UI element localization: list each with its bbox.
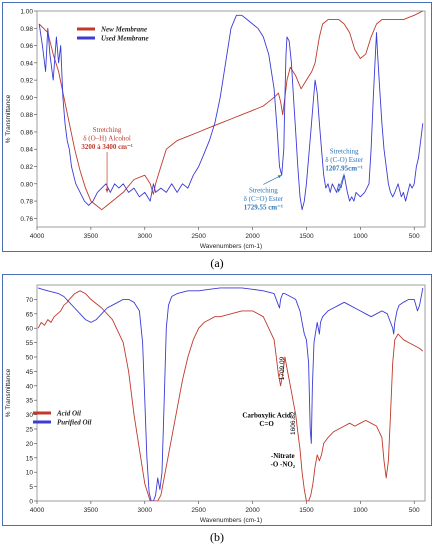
legend-entry: Acid Oil <box>56 410 81 418</box>
x-tick-label: 3500 <box>84 507 99 514</box>
x-tick-label: 1000 <box>353 233 368 240</box>
annotation-text: 1207.95cm⁻¹ <box>325 165 362 173</box>
y-axis-label: % Transmittance <box>5 368 12 417</box>
y-tick-label: 0.80 <box>20 181 33 188</box>
legend-entry: Purified Oil <box>57 419 91 427</box>
y-tick-label: 1.00 <box>20 9 33 16</box>
y-tick-label: 10 <box>26 470 34 477</box>
y-tick-label: 55 <box>26 340 34 347</box>
y-tick-label: 25 <box>26 427 34 434</box>
annotation-text: δ (C-O) Ester <box>325 156 364 164</box>
y-tick-label: 60 <box>26 326 34 333</box>
series-line-used-membrane <box>38 14 424 211</box>
y-tick-label: 0.88 <box>20 112 33 119</box>
y-tick-label: 0.84 <box>20 147 33 154</box>
annotation-text: C=O <box>259 420 274 428</box>
y-tick-label: 0.98 <box>20 26 33 33</box>
y-tick-label: 15 <box>26 455 34 462</box>
y-tick-label: 20 <box>26 441 34 448</box>
y-tick-label: 45 <box>26 369 34 376</box>
series-line-acid-oil <box>37 290 424 501</box>
x-tick-label: 4000 <box>30 507 45 514</box>
annotation-text: Stretching <box>249 186 278 194</box>
annotation-text: 3200 à 3400 cm⁻¹ <box>81 143 132 151</box>
caption-a: (a) <box>210 256 224 270</box>
x-tick-label: 2500 <box>191 233 206 240</box>
annotation-text: δ (O–H) Alcohol <box>83 134 131 142</box>
y-tick-label: 0.86 <box>20 129 33 136</box>
y-tick-label: 30 <box>26 412 34 419</box>
y-tick-label: 35 <box>26 398 34 405</box>
y-tick-label: 0 <box>29 499 33 506</box>
y-axis-label: % Transmittance <box>5 94 12 143</box>
y-tick-label: 0.92 <box>20 78 33 85</box>
y-tick-label: 40 <box>26 383 34 390</box>
x-tick-label: 2000 <box>245 507 260 514</box>
x-tick-label: 3000 <box>138 233 153 240</box>
chart-panel-b: 0 5 10 15 20 25 30 35 40 45 50 55 60 65 70 4000 3500 3000… <box>2 274 432 526</box>
annotation-text: Stretching <box>330 148 359 156</box>
annotation-arrowhead <box>277 175 282 179</box>
chart-panel-a: 0.76 0.78 0.80 0.82 0.84 0.86 0.88 0.90 0.92 0.94… <box>2 2 432 252</box>
y-tick-label: 0.96 <box>20 43 33 50</box>
x-tick-label: 2000 <box>245 233 260 240</box>
peak-label: 1709.09 <box>279 356 286 380</box>
annotation-text: 1729.55 cm⁻¹ <box>244 203 283 211</box>
y-tick-label: 0.76 <box>20 216 33 223</box>
x-axis-label: Wavenumbers (cm-1) <box>200 243 262 250</box>
y-tick-label: 70 <box>26 297 34 304</box>
annotation-text: Carboxylic Acid <box>242 411 291 419</box>
x-tick-label: 3000 <box>138 507 153 514</box>
y-tick-label: 5 <box>29 484 33 491</box>
chart-a: 0.76 0.78 0.80 0.82 0.84 0.86 0.88 0.90 0.92 0.94… <box>5 9 426 250</box>
chart-b: 0 5 10 15 20 25 30 35 40 45 50 55 60 65 70 4000 3500 3000… <box>5 284 426 524</box>
y-tick-label: 0.94 <box>20 60 33 67</box>
x-tick-label: 1000 <box>353 507 368 514</box>
y-tick-label: 0.90 <box>20 95 33 102</box>
annotation-text: Stretching <box>93 126 122 134</box>
caption-b: (b) <box>210 530 224 544</box>
legend-entry: New Membrane <box>100 26 147 34</box>
annotation-text: δ (C=O) Ester <box>244 195 284 203</box>
x-tick-label: 500 <box>409 507 420 514</box>
plot-frame <box>36 284 426 502</box>
y-tick-label: 50 <box>26 355 34 362</box>
x-tick-label: 500 <box>409 233 420 240</box>
annotation-arrowhead <box>105 188 109 193</box>
legend-entry: Used Membrane <box>101 35 149 43</box>
series-line-new-membrane <box>38 11 424 211</box>
y-tick-label: 0.82 <box>20 164 33 171</box>
x-tick-label: 3500 <box>84 233 99 240</box>
x-tick-label: 1500 <box>299 507 314 514</box>
annotation-arrowhead <box>337 188 341 193</box>
x-tick-label: 2500 <box>191 507 206 514</box>
y-tick-label: 0.78 <box>20 199 33 206</box>
plot-frame <box>36 10 426 228</box>
annotation-text: -Nitrate <box>271 452 295 460</box>
series-line-purified-oil <box>37 287 424 501</box>
x-axis-label: Wavenumbers (cm-1) <box>200 517 262 524</box>
peak-label: 1606.82 <box>290 411 297 435</box>
y-tick-label: 65 <box>26 311 34 318</box>
x-tick-label: 1500 <box>299 233 314 240</box>
x-tick-label: 4000 <box>30 233 45 240</box>
annotation-text: -O -NO₂ <box>270 460 294 468</box>
